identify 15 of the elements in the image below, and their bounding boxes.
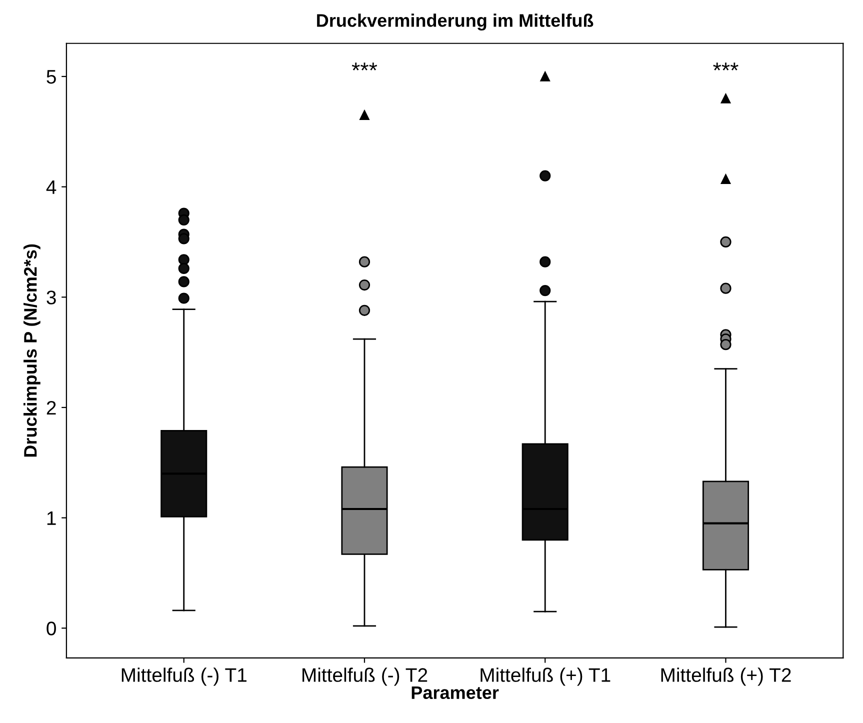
- annotation: ***: [713, 62, 738, 70]
- y-tick-label: 1: [47, 511, 56, 525]
- x-tick-label: Mittelfuß (+) T1: [480, 668, 610, 686]
- chart-title: Druckverminderung im Mittelfuß: [317, 14, 594, 31]
- y-axis-title: Druckimpuls P (N/cm2*s): [24, 244, 40, 457]
- annotation: ***: [352, 62, 378, 70]
- y-tick-label: 3: [46, 290, 56, 304]
- y-tick-label: 0: [46, 622, 56, 636]
- y-tick-label: 5: [46, 70, 56, 84]
- x-tick-label: Mittelfuß (-) T2: [302, 668, 428, 686]
- x-axis-title: Parameter: [412, 686, 499, 700]
- x-tick-label: Mittelfuß (+) T2: [661, 668, 791, 686]
- x-tick-label: Mittelfuß (-) T1: [122, 668, 246, 686]
- y-tick-label: 2: [46, 400, 56, 415]
- y-tick-label: 4: [46, 180, 56, 194]
